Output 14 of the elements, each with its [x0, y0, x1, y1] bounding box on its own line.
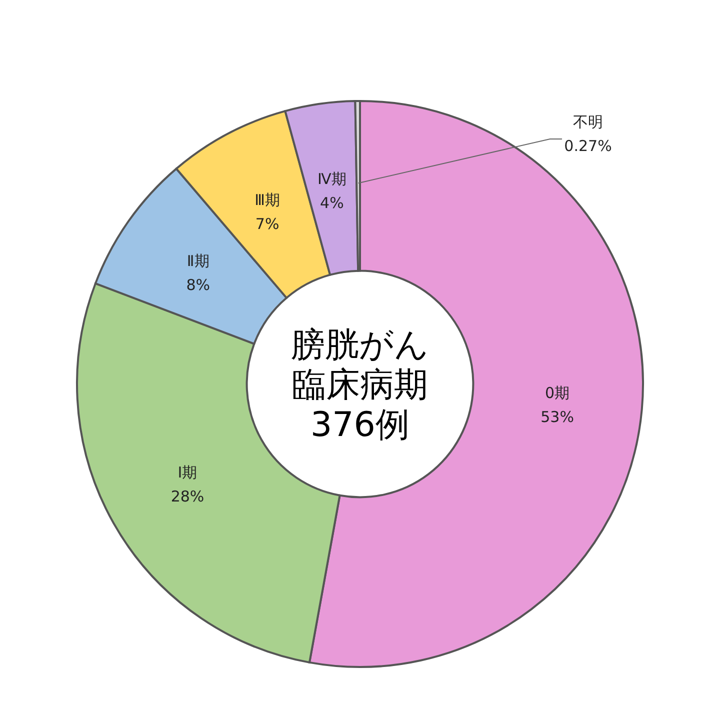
slice-label: Ⅱ期: [186, 252, 210, 270]
slice-label: 不明: [573, 113, 603, 131]
data-label: 0.27%: [564, 137, 612, 155]
slice-label: 0期: [545, 384, 570, 402]
data-label: 7%: [255, 214, 280, 233]
slice-label: Ⅰ期: [178, 463, 198, 482]
slice-label: Ⅳ期: [317, 170, 346, 188]
slice-label: Ⅲ期: [254, 190, 280, 209]
data-label: 8%: [186, 276, 210, 294]
text: 膀胱がん臨床病期: [291, 325, 429, 405]
data-label: 28%: [170, 487, 204, 506]
data-label: 53%: [540, 408, 574, 426]
text: 376例: [310, 405, 410, 445]
data-label: 4%: [320, 194, 344, 212]
